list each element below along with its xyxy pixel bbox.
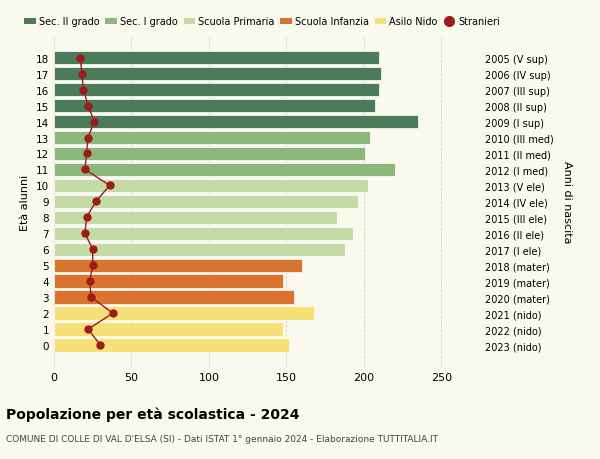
Bar [54, 259, 302, 273]
Bar [54, 52, 379, 65]
Point [91, 198, 101, 206]
Point [85, 278, 94, 285]
Legend: Sec. II grado, Sec. I grado, Scuola Primaria, Scuola Infanzia, Asilo Nido, Stran: Sec. II grado, Sec. I grado, Scuola Prim… [20, 13, 504, 31]
Point [88, 246, 98, 253]
Point [83, 134, 93, 142]
Bar [54, 307, 314, 320]
Point [83, 103, 93, 110]
Point [83, 326, 93, 333]
Bar [54, 179, 368, 193]
Bar [54, 339, 289, 352]
Point [82, 151, 91, 158]
Bar [54, 291, 294, 304]
Point [88, 262, 98, 269]
Point [76, 55, 85, 62]
Y-axis label: Anni di nascita: Anni di nascita [562, 161, 572, 243]
Bar [54, 211, 337, 224]
Point [95, 342, 105, 349]
Point [86, 294, 96, 301]
Bar [54, 243, 345, 257]
Point [80, 167, 90, 174]
Bar [54, 116, 418, 129]
Text: COMUNE DI COLLE DI VAL D'ELSA (SI) - Dati ISTAT 1° gennaio 2024 - Elaborazione T: COMUNE DI COLLE DI VAL D'ELSA (SI) - Dat… [6, 434, 438, 443]
Bar [54, 147, 365, 161]
Point [105, 182, 115, 190]
Bar [54, 275, 283, 288]
Point [79, 87, 88, 94]
Bar [54, 67, 381, 81]
Bar [54, 195, 358, 209]
Y-axis label: Età alunni: Età alunni [20, 174, 31, 230]
Point [80, 230, 90, 237]
Point [77, 71, 86, 78]
Bar [54, 227, 353, 241]
Point [108, 310, 118, 317]
Bar [54, 84, 379, 97]
Bar [54, 163, 395, 177]
Bar [54, 131, 370, 145]
Bar [54, 323, 283, 336]
Point [89, 118, 99, 126]
Point [82, 214, 91, 222]
Text: Popolazione per età scolastica - 2024: Popolazione per età scolastica - 2024 [6, 406, 299, 421]
Bar [54, 100, 374, 113]
